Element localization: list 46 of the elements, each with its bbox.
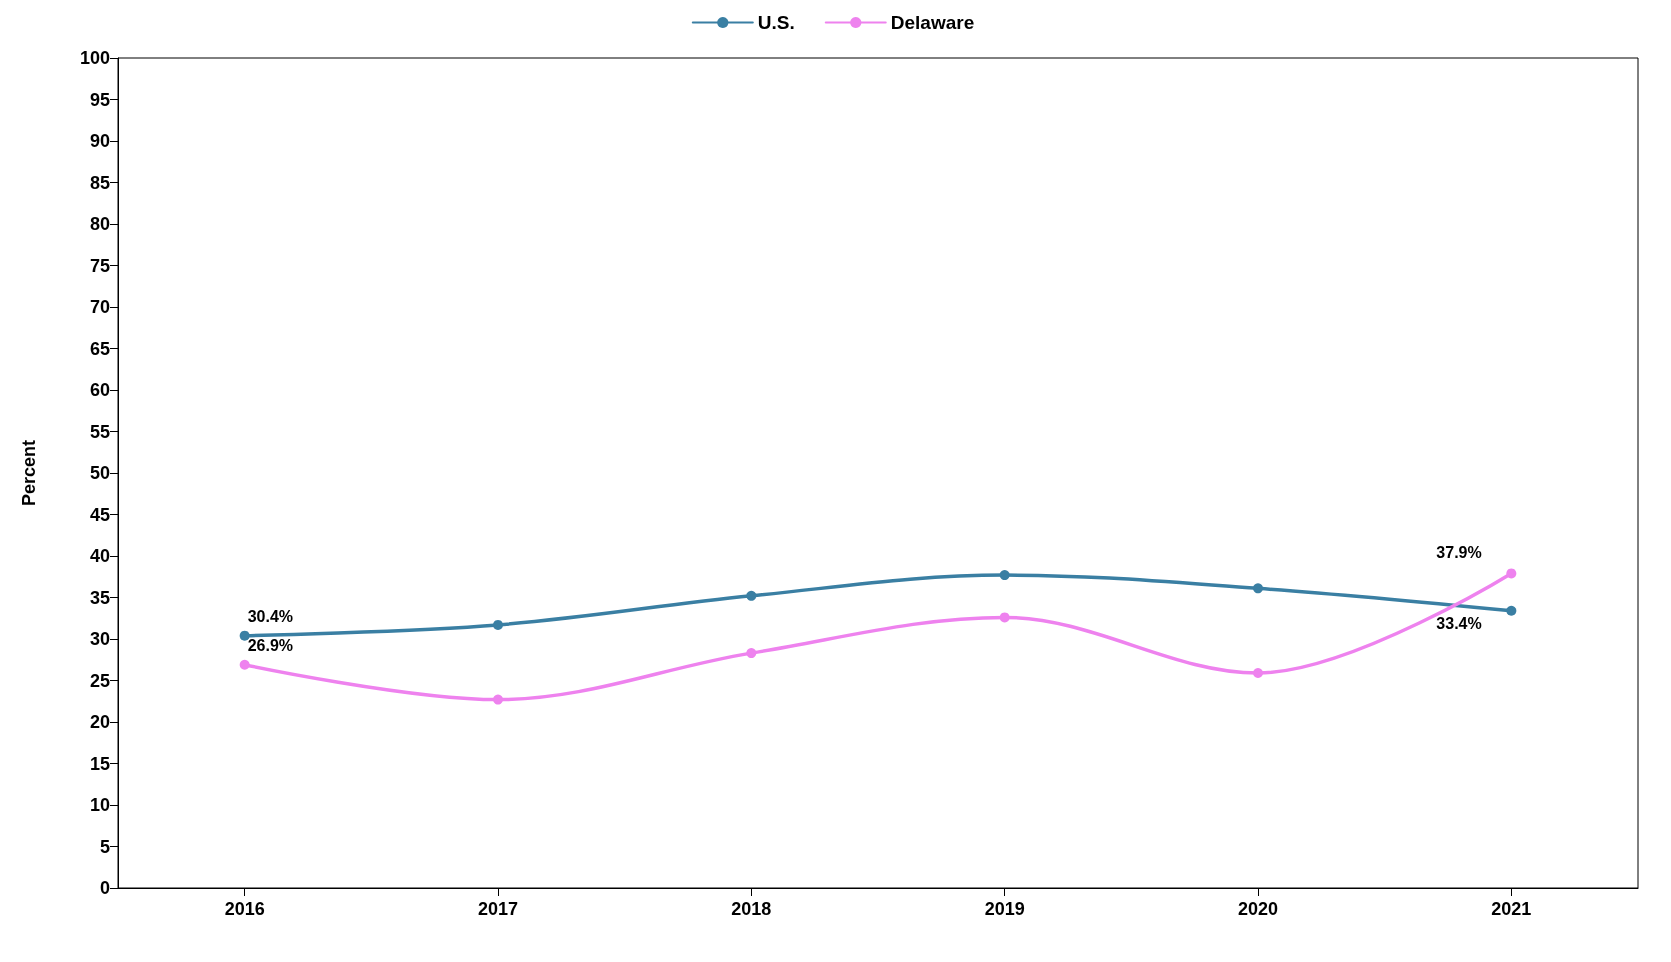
y-tick-label: 90 xyxy=(89,131,110,151)
point xyxy=(746,648,757,659)
data-label: 30.4% xyxy=(247,608,294,626)
x-tick-label: 2020 xyxy=(1237,899,1279,919)
y-tick-label: 65 xyxy=(89,338,110,359)
y-tick-label: 75 xyxy=(89,255,110,276)
y-tick-label: 60 xyxy=(89,380,110,400)
point xyxy=(239,659,250,670)
x-tick-label: 2019 xyxy=(984,899,1025,919)
y-tick-label: 40 xyxy=(89,546,110,566)
y-tick-label: 55 xyxy=(89,421,110,442)
x-tick-label: 2016 xyxy=(224,899,265,919)
y-tick-label: 80 xyxy=(89,214,110,234)
y-tick-label: 35 xyxy=(89,587,110,608)
point xyxy=(1506,568,1517,579)
legend-label: Delaware xyxy=(890,12,975,33)
y-tick-label: 10 xyxy=(89,795,110,815)
y-tick-label: 5 xyxy=(99,836,110,857)
x-tick-label: 2017 xyxy=(477,899,519,919)
point xyxy=(999,612,1010,623)
data-label: 26.9% xyxy=(247,637,294,655)
point xyxy=(1253,668,1263,679)
y-tick-label: 30 xyxy=(89,629,110,649)
data-label: 37.9% xyxy=(1436,543,1482,561)
y-tick-label: 100 xyxy=(79,48,110,68)
y-axis-title: Percent xyxy=(19,439,39,507)
point xyxy=(999,570,1010,581)
legend-label: U.S. xyxy=(757,12,795,33)
point xyxy=(493,694,503,705)
y-tick-label: 15 xyxy=(89,753,110,774)
point xyxy=(1253,583,1263,594)
y-tick-label: 95 xyxy=(89,89,110,110)
y-tick-label: 20 xyxy=(89,712,110,732)
point xyxy=(493,619,503,630)
x-tick-label: 2021 xyxy=(1491,899,1532,919)
y-tick-label: 45 xyxy=(89,504,110,525)
y-tick-label: 70 xyxy=(89,297,110,317)
y-tick-label: 50 xyxy=(89,463,110,483)
y-tick-label: 25 xyxy=(89,670,110,691)
x-tick-label: 2018 xyxy=(731,899,772,919)
y-tick-label: 85 xyxy=(89,172,110,193)
data-label: 33.4% xyxy=(1436,615,1482,633)
point xyxy=(239,630,250,641)
point xyxy=(1506,605,1517,616)
point xyxy=(746,590,757,601)
y-tick-label: 0 xyxy=(99,878,110,898)
